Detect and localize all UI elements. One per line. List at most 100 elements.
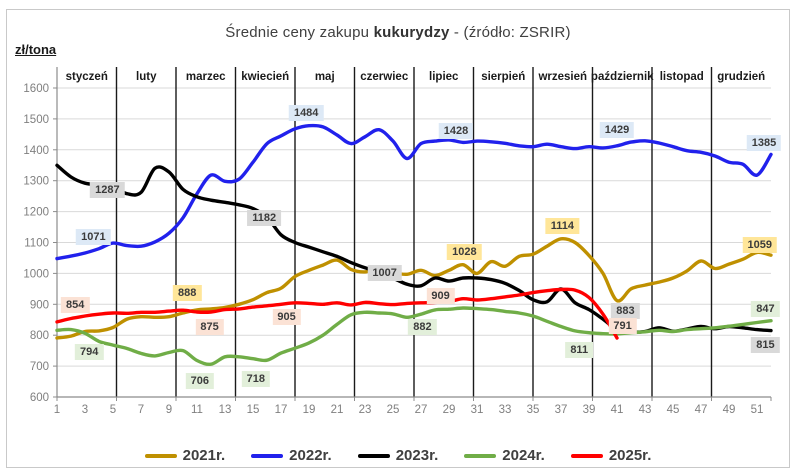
month-label: czerwiec xyxy=(360,71,409,83)
data-label-815: 815 xyxy=(751,337,780,354)
x-axis-tick-label: 45 xyxy=(667,404,680,416)
data-label-1182: 1182 xyxy=(247,210,282,227)
data-label-1071: 1071 xyxy=(76,228,111,245)
data-label-791: 791 xyxy=(608,317,637,334)
legend-line-swatch xyxy=(570,453,603,458)
x-axis-tick-label: 15 xyxy=(247,404,260,416)
legend-line-swatch xyxy=(144,453,177,458)
data-label-888: 888 xyxy=(173,285,202,302)
series-line-2025r xyxy=(55,287,619,340)
month-label: listopad xyxy=(660,71,704,83)
y-axis-tick-label: 1000 xyxy=(23,268,49,280)
x-axis-tick-label: 19 xyxy=(303,404,316,416)
chart-title-source: - (źródło: ZSRIR) xyxy=(449,24,571,41)
data-label-1287: 1287 xyxy=(90,181,125,198)
legend-item-2022r: 2022r. xyxy=(251,447,332,464)
legend-item-2023r: 2023r. xyxy=(357,447,439,464)
data-label-882: 882 xyxy=(408,318,437,335)
y-axis-tick-label: 1500 xyxy=(23,114,49,126)
x-axis-tick-label: 31 xyxy=(471,404,484,416)
month-label: marzec xyxy=(186,71,226,83)
x-axis-tick-label: 21 xyxy=(331,404,344,416)
x-axis-tick-label: 7 xyxy=(138,404,144,416)
y-axis-unit-label: zł/tona xyxy=(15,42,57,57)
month-label: styczeń xyxy=(66,71,108,83)
legend-label: 2023r. xyxy=(395,447,439,464)
data-label-847: 847 xyxy=(751,300,780,317)
x-axis-tick-label: 39 xyxy=(583,404,596,416)
x-axis-tick-label: 27 xyxy=(415,404,428,416)
x-axis-tick-label: 17 xyxy=(275,404,288,416)
x-axis-tick-label: 51 xyxy=(751,404,764,416)
data-label-718: 718 xyxy=(241,371,270,388)
legend-item-2021r: 2021r. xyxy=(144,447,226,464)
legend-line-swatch xyxy=(357,453,390,458)
data-label-909: 909 xyxy=(426,287,455,304)
y-axis-tick-label: 1400 xyxy=(23,145,49,157)
legend-label: 2021r. xyxy=(182,447,226,464)
legend-label: 2022r. xyxy=(289,447,332,464)
month-label: październik xyxy=(591,71,654,83)
legend-item-2024r: 2024r. xyxy=(464,447,545,464)
x-axis-tick-label: 5 xyxy=(110,404,116,416)
series-line-2022r xyxy=(55,123,773,261)
x-axis-tick-label: 3 xyxy=(82,404,88,416)
x-axis-tick-label: 33 xyxy=(499,404,512,416)
data-label-706: 706 xyxy=(185,372,214,389)
month-label: luty xyxy=(136,71,157,83)
data-label-1114: 1114 xyxy=(545,218,580,235)
y-axis-tick-label: 1200 xyxy=(23,207,49,219)
legend-label: 2025r. xyxy=(608,447,652,464)
x-axis-tick-label: 37 xyxy=(555,404,568,416)
data-label-1385: 1385 xyxy=(746,135,782,151)
data-label-905: 905 xyxy=(272,309,301,326)
y-axis-tick-label: 700 xyxy=(30,361,49,373)
x-axis-tick-label: 41 xyxy=(611,404,624,416)
x-axis-tick-label: 49 xyxy=(723,404,736,416)
month-label: wrzesień xyxy=(537,71,587,83)
x-axis-tick-label: 9 xyxy=(166,404,172,416)
y-axis-tick-label: 800 xyxy=(30,330,49,342)
x-axis-tick-label: 47 xyxy=(695,404,708,416)
x-axis-tick-label: 29 xyxy=(443,404,456,416)
data-label-875: 875 xyxy=(195,319,224,336)
month-label: maj xyxy=(315,71,335,83)
series-line-2024r xyxy=(55,306,773,367)
legend-label: 2024r. xyxy=(502,447,545,464)
data-label-1059: 1059 xyxy=(742,236,778,253)
y-axis-tick-label: 1600 xyxy=(23,83,49,95)
y-axis-tick-label: 1100 xyxy=(24,238,49,250)
data-label-811: 811 xyxy=(565,342,594,359)
month-label: lipiec xyxy=(429,71,459,83)
x-axis-tick-label: 43 xyxy=(639,404,652,416)
x-axis-tick-label: 11 xyxy=(191,404,203,416)
data-label-854: 854 xyxy=(61,296,90,313)
data-label-883: 883 xyxy=(611,303,640,320)
x-axis-tick-label: 1 xyxy=(54,404,60,416)
series-line-2021r xyxy=(55,236,773,340)
x-axis-tick-label: 35 xyxy=(527,404,540,416)
month-label: sierpień xyxy=(481,71,525,83)
y-axis-tick-label: 600 xyxy=(30,392,49,404)
y-axis-tick-label: 1300 xyxy=(23,176,49,188)
chart-outer-border xyxy=(6,9,790,468)
chart-title-prefix: Średnie ceny zakupu xyxy=(225,24,374,41)
data-label-1028: 1028 xyxy=(447,243,482,260)
month-label: grudzień xyxy=(717,71,765,83)
data-label-794: 794 xyxy=(75,344,104,361)
chart-title: Średnie ceny zakupu kukurydzy - (źródło:… xyxy=(0,24,796,41)
x-axis-tick-label: 13 xyxy=(219,404,232,416)
month-label: kwiecień xyxy=(241,71,289,83)
legend-item-2025r: 2025r. xyxy=(570,447,652,464)
data-label-1428: 1428 xyxy=(438,122,474,139)
data-label-1007: 1007 xyxy=(367,264,402,281)
x-axis-tick-label: 25 xyxy=(387,404,400,416)
legend-line-swatch xyxy=(464,453,497,458)
chart-title-commodity: kukurydzy xyxy=(373,24,450,41)
chart-legend: 2021r. 2022r. 2023r. 2024r. 2025r. xyxy=(0,447,796,464)
y-axis-tick-label: 900 xyxy=(30,299,49,311)
data-label-1484: 1484 xyxy=(288,104,324,121)
data-label-1429: 1429 xyxy=(599,121,635,138)
